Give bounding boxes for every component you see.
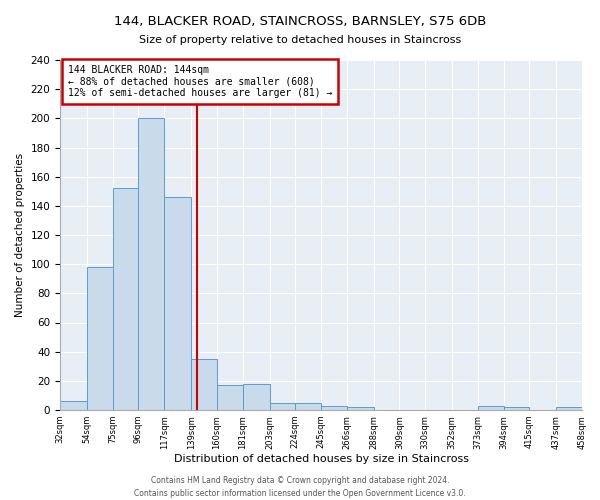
Bar	[269, 402, 295, 410]
Bar	[478, 406, 503, 410]
Bar	[242, 384, 269, 410]
Bar	[217, 385, 242, 410]
Bar	[347, 407, 374, 410]
Bar	[164, 197, 191, 410]
Bar	[295, 402, 321, 410]
Y-axis label: Number of detached properties: Number of detached properties	[15, 153, 25, 317]
Bar	[556, 407, 582, 410]
Text: 144 BLACKER ROAD: 144sqm
← 88% of detached houses are smaller (608)
12% of semi-: 144 BLACKER ROAD: 144sqm ← 88% of detach…	[68, 66, 332, 98]
Bar	[60, 401, 87, 410]
Bar	[503, 407, 529, 410]
Bar	[139, 118, 164, 410]
Text: Size of property relative to detached houses in Staincross: Size of property relative to detached ho…	[139, 35, 461, 45]
Bar	[191, 359, 217, 410]
Text: Contains HM Land Registry data © Crown copyright and database right 2024.
Contai: Contains HM Land Registry data © Crown c…	[134, 476, 466, 498]
X-axis label: Distribution of detached houses by size in Staincross: Distribution of detached houses by size …	[173, 454, 469, 464]
Bar	[113, 188, 139, 410]
Bar	[87, 267, 113, 410]
Bar	[321, 406, 347, 410]
Text: 144, BLACKER ROAD, STAINCROSS, BARNSLEY, S75 6DB: 144, BLACKER ROAD, STAINCROSS, BARNSLEY,…	[114, 15, 486, 28]
